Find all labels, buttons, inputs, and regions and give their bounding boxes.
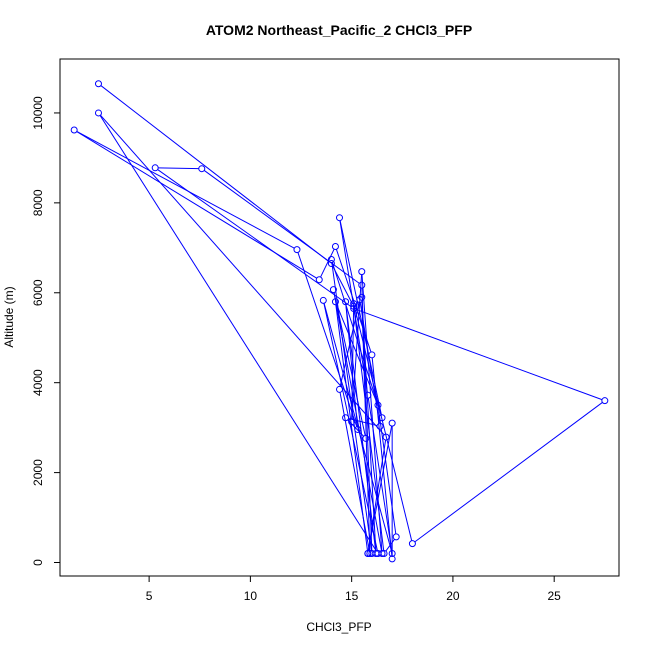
- x-tick-label: 5: [146, 589, 153, 603]
- data-point: [350, 305, 358, 313]
- series-line-segment: [323, 303, 392, 551]
- data-point: [331, 242, 339, 250]
- data-point: [70, 126, 78, 134]
- data-point: [374, 550, 382, 558]
- y-tick-label: 6000: [31, 279, 45, 306]
- data-point: [342, 414, 350, 422]
- x-tick-label: 25: [548, 589, 562, 603]
- data-point: [293, 246, 301, 254]
- data-point: [362, 434, 370, 442]
- y-axis: 0 2000 4000 6000 8000 10000: [31, 96, 60, 566]
- series-line-segment: [414, 402, 603, 543]
- data-point: [382, 433, 390, 441]
- data-point: [376, 422, 384, 430]
- data-point: [358, 293, 366, 301]
- plot-frame: [59, 58, 620, 577]
- data-point: [378, 550, 386, 558]
- series-line-segment: [99, 115, 377, 552]
- series-line-segment: [323, 303, 378, 551]
- data-point: [350, 300, 358, 308]
- data-point: [331, 298, 339, 306]
- series-line-segment: [339, 220, 382, 415]
- series-line-segment: [100, 85, 330, 263]
- data-point: [356, 296, 364, 304]
- data-point: [388, 550, 396, 558]
- y-tick-label: 2000: [31, 459, 45, 486]
- data-point: [336, 214, 343, 222]
- series-line-segment: [351, 274, 363, 419]
- data-point: [388, 419, 396, 427]
- data-series: [70, 80, 609, 563]
- data-point: [151, 164, 159, 172]
- chart-title: ATOM2 Northeast_Pacific_2 CHCl3_PFP: [206, 22, 472, 38]
- x-tick-label: 15: [345, 589, 359, 603]
- series-line-segment: [203, 170, 360, 284]
- data-point: [336, 385, 343, 393]
- series-line-segment: [100, 114, 385, 436]
- data-point: [348, 418, 356, 426]
- data-point: [364, 391, 372, 399]
- data-point: [342, 298, 350, 306]
- data-point: [198, 165, 206, 173]
- data-point: [364, 550, 372, 558]
- data-point: [319, 296, 327, 304]
- data-point: [327, 256, 335, 264]
- data-point: [392, 533, 400, 541]
- series-line-segment: [157, 169, 352, 308]
- data-point: [329, 286, 337, 294]
- series-line-segment: [297, 252, 358, 427]
- y-axis-label: Altitude (m): [2, 286, 16, 347]
- series-line-segment: [367, 439, 387, 551]
- series-line-segment: [320, 248, 335, 278]
- data-point: [378, 414, 386, 422]
- y-tick-label: 10000: [31, 96, 45, 130]
- series-line-segment: [351, 306, 355, 419]
- series-line-segment: [339, 392, 370, 551]
- x-axis-label: CHCl3_PFP: [306, 620, 371, 634]
- x-axis: 5 10 15 20 25: [146, 576, 561, 603]
- data-point: [374, 401, 382, 409]
- data-point: [358, 268, 366, 276]
- data-point: [388, 555, 396, 563]
- series-line-segment: [331, 262, 382, 416]
- data-point: [327, 260, 335, 268]
- data-point: [358, 281, 366, 289]
- data-point: [408, 540, 416, 548]
- data-point: [368, 351, 376, 359]
- x-tick-label: 10: [244, 589, 258, 603]
- data-point: [601, 397, 609, 405]
- data-point: [94, 80, 102, 88]
- series-line-segment: [367, 426, 393, 551]
- data-point: [366, 550, 374, 558]
- series-line-segment: [347, 419, 365, 437]
- y-tick-label: 0: [31, 559, 45, 566]
- data-point: [350, 302, 358, 310]
- data-point: [315, 276, 323, 284]
- data-point: [94, 109, 102, 117]
- series-line-segment: [158, 167, 199, 170]
- x-tick-label: 20: [446, 589, 460, 603]
- y-tick-label: 8000: [31, 189, 45, 216]
- data-point: [354, 425, 362, 433]
- y-tick-label: 4000: [31, 369, 45, 396]
- series-line-segment: [345, 304, 358, 427]
- series-line-segment: [356, 309, 603, 401]
